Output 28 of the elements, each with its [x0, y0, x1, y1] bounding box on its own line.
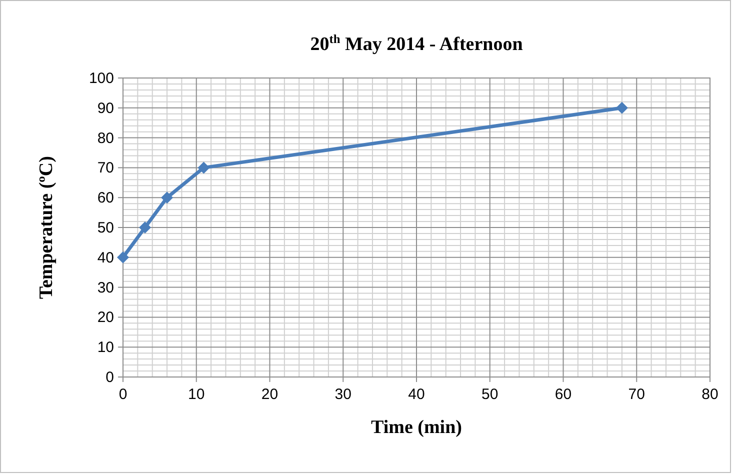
y-tick-label: 40: [97, 249, 114, 266]
point: [198, 162, 210, 174]
x-tick-label: 10: [188, 386, 205, 403]
point: [616, 102, 628, 114]
x-tick-label: 60: [554, 386, 572, 403]
point: [161, 192, 174, 204]
x-tick-label: 0: [118, 386, 128, 403]
y-tick-label: 50: [97, 220, 114, 236]
x-tick-label: 50: [482, 386, 498, 403]
y-tick-label: 0: [106, 369, 114, 386]
y-tick-label: 70: [97, 160, 114, 177]
y-tick-label: 30: [97, 279, 114, 296]
y-tick-label: 100: [88, 70, 114, 87]
point: [139, 222, 152, 234]
x-tick-label: 30: [334, 386, 352, 403]
y-tick-label: 90: [97, 100, 114, 117]
x-tick-label: 20: [261, 386, 278, 403]
point: [117, 251, 129, 264]
chart-title: 20$^{th}$ May 2014 - Afternoon: [310, 32, 524, 55]
x-tick-label: 40: [408, 386, 425, 403]
y-tick-label: 60: [97, 190, 114, 207]
x-axis-title: Time (min): [371, 417, 462, 438]
y-tick-label: 20: [97, 309, 114, 326]
x-tick-label: 70: [628, 386, 645, 403]
y-tick-label: 10: [97, 339, 114, 356]
x-tick-label: 80: [702, 386, 718, 403]
y-tick-label: 80: [97, 130, 114, 147]
y-axis-title: Temperature (ºC): [36, 156, 57, 299]
